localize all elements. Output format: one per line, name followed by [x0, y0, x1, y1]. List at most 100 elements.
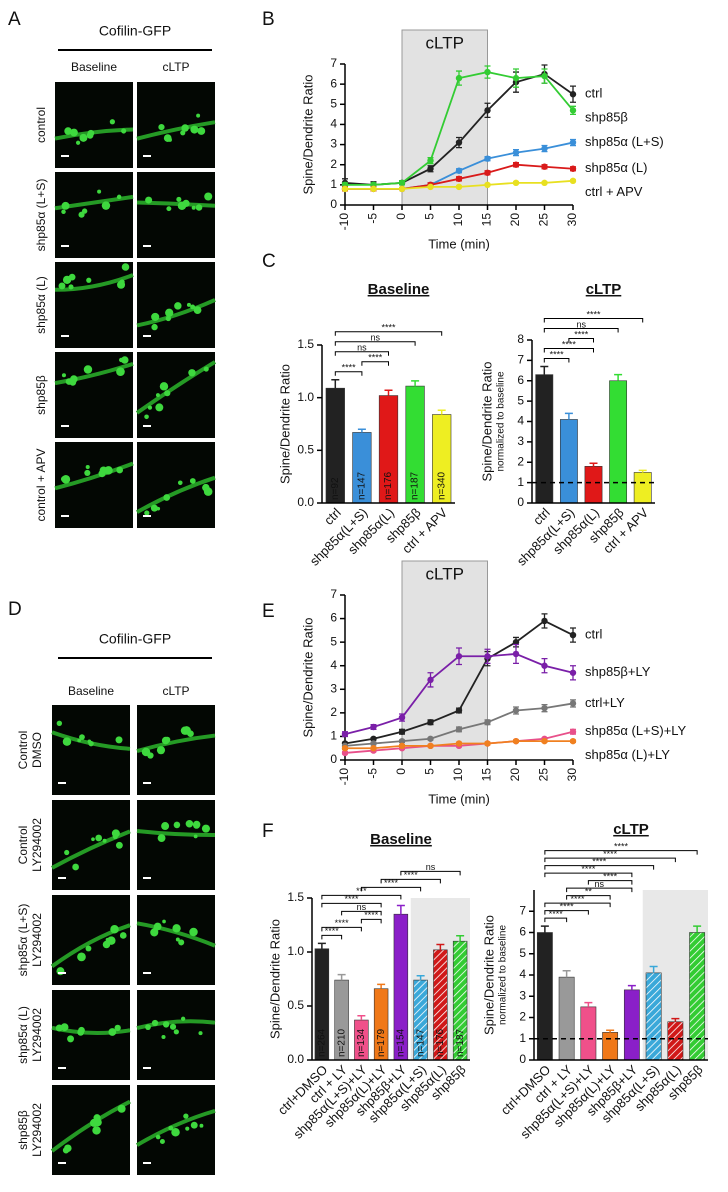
spine	[85, 465, 90, 470]
significance-label: ****	[581, 864, 596, 874]
spine	[196, 113, 201, 118]
point	[512, 707, 520, 714]
point	[569, 737, 577, 745]
y-axis-title: Spine/Dendrite Ratio	[300, 75, 315, 195]
shaded-label: cLTP	[426, 33, 464, 52]
significance-bracket	[360, 886, 422, 892]
x-tick-label: 15	[480, 768, 494, 782]
error-bar	[589, 462, 598, 467]
point	[455, 183, 463, 191]
point	[484, 155, 491, 162]
bar	[689, 932, 706, 1061]
spine	[197, 127, 206, 135]
significance-label: ns	[576, 319, 586, 329]
significance-label: ****	[614, 842, 629, 852]
row-label: shp85α (L+S)	[16, 904, 30, 977]
spine	[116, 367, 125, 376]
bar-label: n=264	[317, 1028, 328, 1057]
significance-bracket	[334, 341, 416, 346]
significance-label: ****	[342, 363, 357, 373]
spine	[68, 273, 76, 281]
error-bar	[649, 965, 658, 973]
dendrite	[135, 1108, 216, 1147]
y-tick-label: 1	[330, 729, 337, 743]
dendrite	[136, 1019, 216, 1030]
spine	[121, 263, 130, 271]
dendrite	[54, 273, 134, 292]
spine	[93, 1126, 100, 1133]
spine	[75, 140, 81, 145]
point	[370, 745, 377, 752]
point	[484, 181, 491, 189]
spine	[168, 1125, 174, 1131]
spine	[175, 937, 180, 942]
x-tick-label: 30	[565, 213, 579, 227]
row-label: control + APV	[34, 448, 48, 521]
y-axis-subtitle: normalized to baseline	[498, 925, 509, 1025]
point	[427, 735, 434, 742]
error-bar	[671, 1017, 680, 1022]
micrograph	[137, 800, 215, 890]
y-tick-label: 4	[330, 117, 337, 131]
micrograph	[55, 82, 133, 168]
y-tick-label: 5	[519, 946, 526, 960]
spine	[189, 478, 196, 484]
spine	[102, 838, 107, 843]
x-tick-label: 5	[423, 213, 437, 220]
point	[484, 653, 491, 660]
error-bar	[584, 1001, 593, 1007]
row-label: LY294002	[30, 1008, 44, 1062]
significance-label: ****	[384, 878, 399, 888]
x-tick-label: 0	[394, 768, 408, 775]
legend-label: ctrl + APV	[585, 184, 643, 199]
spine	[60, 1023, 69, 1032]
spine	[155, 393, 160, 398]
x-tick-label: 0	[394, 213, 408, 220]
point	[427, 719, 434, 726]
error-bar	[357, 1014, 366, 1021]
legend-label: shp85α (L+S)	[585, 134, 664, 149]
spine	[64, 127, 72, 135]
micrograph	[137, 990, 215, 1080]
point	[398, 179, 406, 187]
point	[455, 707, 463, 714]
point	[541, 662, 548, 669]
legend-label: ctrl+LY	[585, 695, 625, 710]
spine	[55, 1024, 63, 1032]
significance-label: ****	[603, 849, 618, 859]
panel-letter: B	[262, 9, 275, 30]
x-tick-label: 30	[565, 768, 579, 782]
spine	[61, 373, 66, 378]
spine	[121, 356, 129, 364]
row-label: shp85α (L+S)	[34, 179, 48, 252]
spine	[173, 1029, 179, 1035]
legend-label: ctrl	[585, 627, 602, 642]
spine	[163, 134, 172, 142]
row-label: shp85α (L)	[34, 276, 48, 334]
significance-label: ****	[574, 329, 589, 339]
significance-bracket	[544, 857, 676, 863]
y-tick-label: 0	[330, 197, 337, 211]
spine	[98, 470, 106, 478]
micrograph	[52, 1085, 130, 1175]
significance-label: ****	[381, 323, 396, 333]
spine	[193, 834, 198, 839]
spine	[67, 1035, 75, 1043]
panel-letter: D	[8, 599, 22, 620]
row-label: shp85β	[16, 1110, 30, 1150]
y-tick-label: 3	[519, 988, 526, 1002]
significance-label: ****	[364, 910, 379, 920]
dendrite	[136, 828, 216, 838]
spine	[102, 940, 111, 949]
x-tick-label: 20	[508, 213, 522, 227]
micrograph	[52, 990, 130, 1080]
significance-bracket	[321, 902, 382, 908]
micrograph	[137, 705, 215, 795]
y-tick-label: 8	[517, 332, 524, 346]
row-label: Control	[16, 731, 30, 770]
y-tick-label: 3	[330, 681, 337, 695]
point	[484, 107, 491, 114]
spine	[156, 746, 166, 755]
point	[541, 145, 548, 152]
